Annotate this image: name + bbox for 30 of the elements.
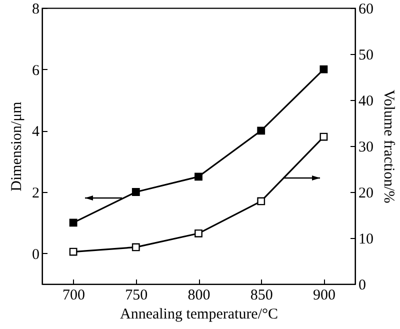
y2-tick-label: 30 (358, 140, 374, 156)
x-axis-title: Annealing temperature/°C (120, 306, 278, 322)
y2-tick-label: 50 (358, 48, 374, 64)
y2-tick-label: 40 (358, 94, 374, 110)
point (320, 132, 328, 141)
y-tick-label: 4 (32, 124, 40, 140)
y2-tick-label: 60 (358, 2, 374, 18)
x-tick-label: 900 (312, 288, 336, 304)
point (69, 248, 78, 256)
y-tick-label: 0 (32, 246, 40, 263)
point (320, 65, 328, 74)
y-tick-label: 6 (32, 62, 40, 79)
x-tick-label: 800 (188, 288, 210, 304)
y-axis-title: Dimension/μm (9, 101, 25, 192)
y-tick-label: 8 (32, 2, 40, 18)
x-tick-label: 850 (250, 288, 273, 304)
y2-tick-label: 10 (358, 232, 374, 248)
y-tick-label: 2 (32, 186, 40, 202)
point (132, 243, 140, 252)
point (257, 126, 266, 135)
point (132, 188, 140, 196)
y2-tick-label: 0 (358, 278, 366, 294)
x-tick-label: 750 (125, 288, 148, 304)
y2-axis-title: Volume fraction/% (380, 90, 396, 204)
y2-tick-label: 20 (358, 186, 374, 202)
point (257, 197, 266, 206)
point (194, 172, 202, 181)
point (69, 218, 78, 227)
x-tick-label: 700 (62, 288, 86, 304)
point (194, 229, 202, 238)
